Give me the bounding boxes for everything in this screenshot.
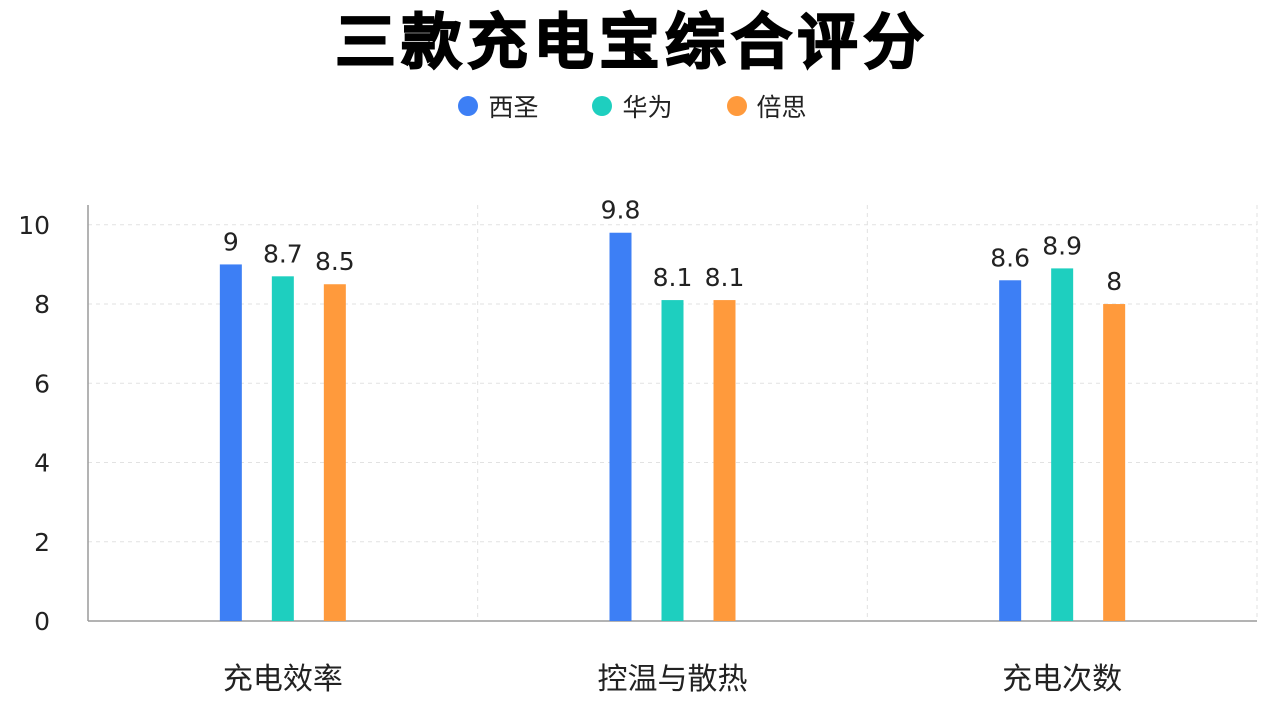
y-tick-label-4: 8 (34, 290, 50, 319)
legend: 西圣 华为 倍思 (0, 86, 1265, 126)
data-labels: 9 8.7 8.5 9.8 8.1 8.1 8.6 8.9 8 (223, 196, 1122, 296)
y-tick-label-3: 6 (34, 369, 50, 398)
data-label-1-0: 9.8 (601, 196, 641, 225)
legend-swatch-series-2 (592, 96, 613, 116)
legend-swatch-series-3 (726, 96, 747, 116)
chart-title: 三款充电宝综合评分 (335, 7, 930, 79)
bars (219, 232, 1126, 621)
bar-1-1 (661, 300, 684, 621)
data-label-2-0: 8.6 (990, 243, 1030, 272)
bar-0-0 (219, 264, 242, 621)
y-tick-label-2: 4 (34, 449, 50, 478)
legend-item-series-3[interactable]: 倍思 (726, 88, 807, 124)
bar-2-0 (999, 280, 1022, 621)
x-category-label-0: 充电效率 (223, 662, 343, 697)
legend-label-series-3: 倍思 (756, 93, 807, 122)
data-label-0-2: 8.5 (315, 247, 355, 276)
legend-item-series-1[interactable]: 西圣 (458, 88, 538, 124)
bar-0-2 (323, 284, 346, 621)
axes: 0 2 4 6 8 10 充电效率 控温与散热 充电次数 (18, 205, 1257, 697)
data-label-1-1: 8.1 (653, 263, 693, 292)
legend-label-series-1: 西圣 (488, 93, 539, 122)
bar-2-1 (1051, 268, 1074, 621)
bar-0-1 (271, 276, 294, 621)
legend-label-series-2: 华为 (622, 93, 673, 122)
data-label-0-1: 8.7 (263, 239, 303, 268)
bar-2-2 (1103, 304, 1126, 621)
data-label-2-2: 8 (1106, 267, 1122, 296)
data-label-2-1: 8.9 (1042, 231, 1082, 260)
bar-1-2 (713, 300, 736, 621)
y-tick-label-1: 2 (34, 528, 50, 557)
x-category-label-2: 充电次数 (1002, 662, 1122, 697)
bar-1-0 (609, 232, 632, 621)
x-category-label-1: 控温与散热 (598, 662, 748, 697)
legend-item-series-2[interactable]: 华为 (592, 88, 673, 124)
y-tick-label-5: 10 (18, 211, 50, 240)
data-label-1-2: 8.1 (705, 263, 745, 292)
y-tick-label-0: 0 (34, 607, 50, 636)
legend-swatch-series-1 (458, 96, 479, 116)
data-label-0-0: 9 (223, 227, 239, 256)
